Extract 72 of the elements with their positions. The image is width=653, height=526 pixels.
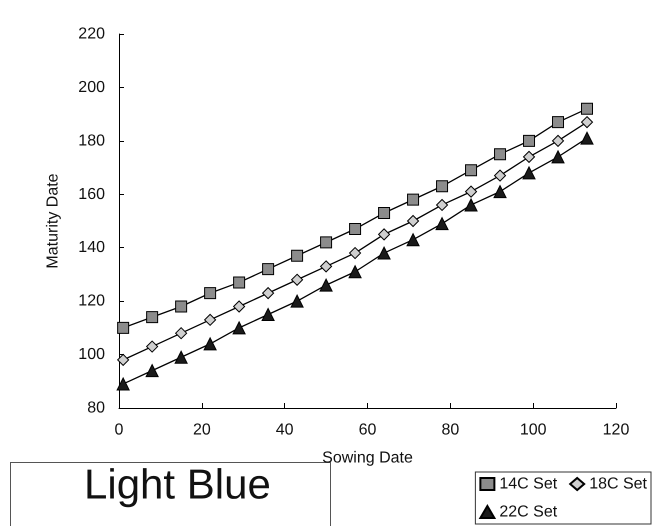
- point: [175, 327, 188, 340]
- point: [436, 217, 449, 230]
- point: [523, 150, 536, 163]
- legend-label: 22C Set: [499, 504, 558, 520]
- point: [117, 322, 130, 334]
- y-tick-label: 220: [78, 26, 106, 42]
- point: [378, 228, 390, 240]
- point: [117, 354, 130, 366]
- x-tick-label: 40: [276, 422, 294, 438]
- y-tick-label: 160: [78, 186, 106, 203]
- point: [146, 340, 158, 353]
- y-axis-title: Maturity Date: [44, 173, 62, 269]
- point: [146, 364, 159, 378]
- point: [552, 150, 565, 164]
- point: [233, 300, 246, 312]
- point: [174, 350, 188, 364]
- x-tick-label: 20: [192, 422, 211, 438]
- x-tick-label: 100: [520, 422, 547, 438]
- point: [204, 287, 216, 300]
- point: [320, 236, 332, 248]
- point: [291, 250, 304, 262]
- point: [580, 132, 594, 145]
- point: [407, 194, 420, 206]
- point: [349, 247, 362, 260]
- point: [581, 102, 594, 115]
- point: [552, 116, 564, 128]
- point: [494, 148, 506, 160]
- point: [378, 206, 390, 219]
- y-tick-label: 80: [87, 400, 106, 416]
- point: [116, 377, 130, 390]
- y-tick-label: 120: [78, 292, 106, 310]
- point: [204, 337, 217, 350]
- point: [232, 321, 246, 334]
- point: [407, 215, 420, 227]
- point: [581, 116, 594, 128]
- x-tick-label: 120: [602, 422, 630, 438]
- y-tick-label: 180: [78, 132, 106, 150]
- point: [262, 308, 275, 321]
- point: [320, 260, 332, 272]
- x-tick-label: 0: [114, 422, 124, 438]
- y-tick-label: 100: [78, 346, 106, 364]
- point: [175, 300, 188, 312]
- point: [349, 223, 362, 236]
- y-tick-label: 140: [78, 239, 106, 256]
- text: Light Blue: [84, 460, 271, 508]
- point: [494, 185, 507, 198]
- point: [523, 134, 536, 147]
- point: [348, 265, 362, 278]
- point: [262, 263, 274, 276]
- y-tick-label: 200: [78, 78, 106, 96]
- x-tick-label: 80: [441, 422, 460, 438]
- point: [320, 278, 333, 292]
- x-axis-title: Sowing Date: [322, 450, 413, 466]
- point: [406, 233, 420, 246]
- point: [204, 314, 216, 326]
- point: [436, 198, 448, 211]
- point: [465, 164, 478, 176]
- point: [494, 170, 506, 182]
- legend-label: 18C Set: [589, 476, 648, 492]
- legend-label: 14C Set: [499, 476, 558, 492]
- point: [291, 274, 304, 286]
- point: [233, 276, 246, 288]
- point: [464, 198, 478, 212]
- point: [290, 294, 304, 308]
- point: [146, 311, 158, 324]
- point: [436, 180, 448, 192]
- x-tick-label: 60: [358, 422, 376, 438]
- point: [552, 134, 564, 147]
- point: [465, 186, 478, 198]
- point: [378, 246, 391, 260]
- point: [262, 287, 274, 300]
- point: [522, 166, 536, 180]
